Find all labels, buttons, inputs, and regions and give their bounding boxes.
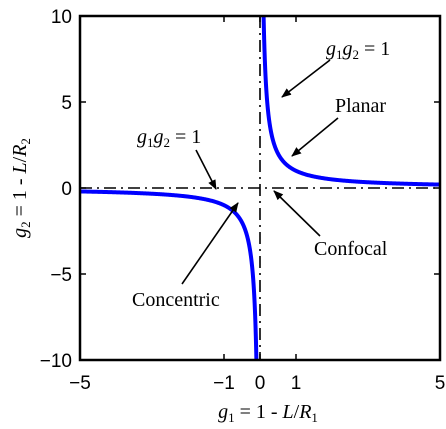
y-tick-label: −10 bbox=[40, 351, 72, 372]
annotation-concentric: Concentric bbox=[132, 289, 220, 311]
x-tick-label: 0 bbox=[255, 373, 266, 394]
y-tick-label: 0 bbox=[61, 179, 72, 200]
x-tick-label: −1 bbox=[213, 373, 235, 394]
annotation-g1g2-right: g1g2 = 1 bbox=[326, 38, 390, 62]
y-tick-label: 5 bbox=[61, 93, 72, 114]
x-tick-label: −5 bbox=[69, 373, 91, 394]
annotation-g1g2-left: g1g2 = 1 bbox=[137, 126, 201, 150]
annotation-planar: Planar bbox=[335, 95, 386, 117]
annotation-arrow-g1g2-left bbox=[195, 149, 217, 190]
x-tick-label: 5 bbox=[435, 373, 446, 394]
reference-lines bbox=[80, 16, 440, 360]
annotation-arrow-g1g2-right bbox=[281, 59, 331, 98]
series-line-positive-branch bbox=[261, 14, 442, 187]
series-line-negative-branch bbox=[78, 189, 259, 362]
y-axis-label: g2 = 1 - L/R2 bbox=[9, 138, 33, 238]
x-axis-label: g1 = 1 - L/R1 bbox=[218, 401, 318, 425]
y-tick-label: −5 bbox=[50, 265, 72, 286]
annotation-arrow-planar bbox=[291, 117, 339, 157]
curves bbox=[78, 14, 442, 362]
annotation-arrow-confocal bbox=[273, 190, 321, 237]
annotation-arrow-concentric bbox=[181, 202, 239, 285]
annotation-confocal: Confocal bbox=[314, 238, 388, 260]
y-tick-label: 10 bbox=[51, 7, 72, 28]
axis-ticks bbox=[79, 15, 441, 361]
x-tick-label: 1 bbox=[291, 373, 302, 394]
